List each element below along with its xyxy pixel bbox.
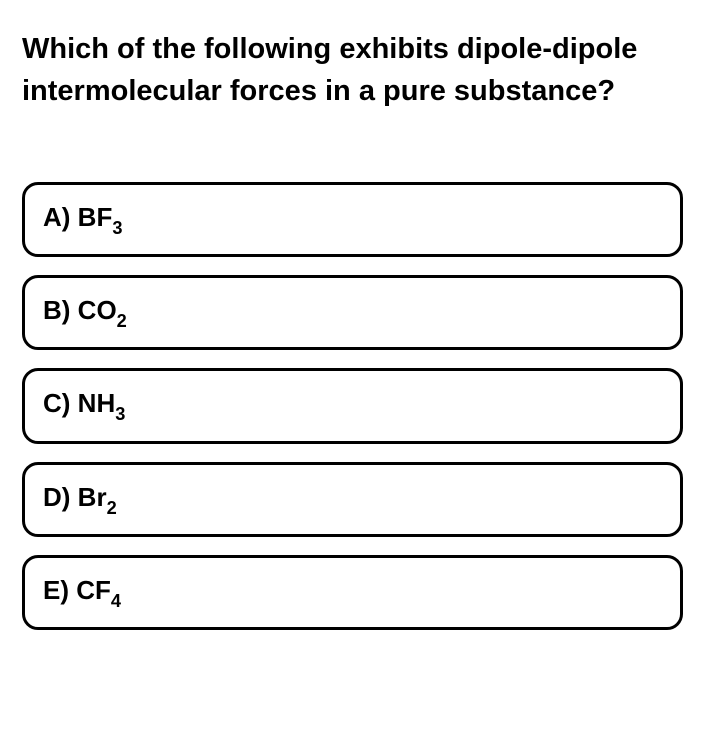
option-c[interactable]: C) NH3 [22, 368, 683, 443]
option-d-formula: Br2 [78, 482, 117, 517]
option-e-formula: CF4 [76, 575, 121, 610]
option-c-letter: C) [43, 388, 78, 419]
option-b[interactable]: B) CO2 [22, 275, 683, 350]
options-container: A) BF3 B) CO2 C) NH3 D) Br2 E) CF4 [22, 182, 683, 630]
option-a[interactable]: A) BF3 [22, 182, 683, 257]
option-d-letter: D) [43, 482, 78, 513]
option-b-letter: B) [43, 295, 78, 326]
option-c-formula: NH3 [78, 388, 126, 423]
question-text: Which of the following exhibits dipole-d… [22, 28, 683, 112]
option-d[interactable]: D) Br2 [22, 462, 683, 537]
option-a-letter: A) [43, 202, 78, 233]
option-a-formula: BF3 [78, 202, 123, 237]
option-e[interactable]: E) CF4 [22, 555, 683, 630]
option-e-letter: E) [43, 575, 76, 606]
option-b-formula: CO2 [78, 295, 127, 330]
